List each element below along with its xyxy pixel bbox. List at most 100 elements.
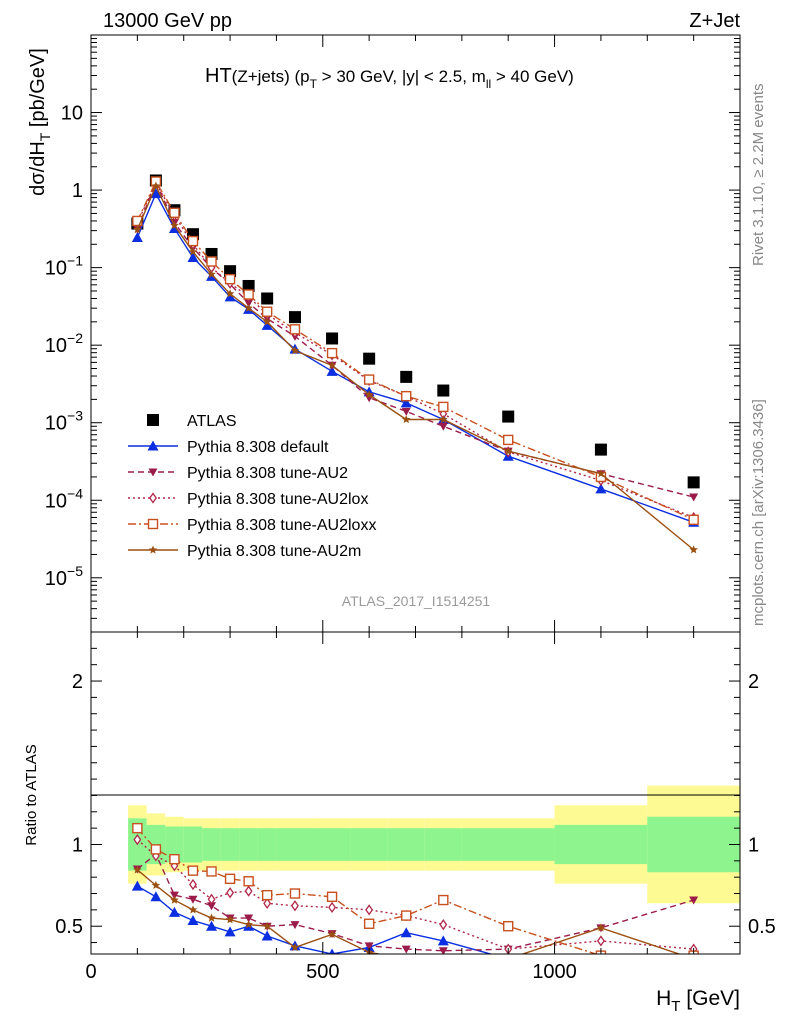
y-tick-base: 10: [45, 258, 67, 280]
analysis-watermark: ATLAS_2017_I1514251: [342, 593, 491, 609]
data-point: [401, 390, 412, 402]
inner-band: [554, 824, 648, 865]
inner-band: [276, 828, 314, 861]
ratio-point: [150, 891, 162, 902]
ratio-plot-frame: [90, 631, 741, 955]
series-line: [136, 184, 695, 551]
rivet-label: Rivet 3.1.10, ≥ 2.2M events: [750, 84, 767, 267]
ratio-point: [132, 822, 143, 834]
ratio-point: [207, 902, 217, 911]
title-sub-t: T: [310, 77, 318, 91]
ratio-point: [263, 897, 272, 909]
data-point: [363, 374, 375, 385]
ratio-point: [401, 910, 412, 921]
series-line: [136, 180, 694, 521]
ratio-y-tick-label: 0.5: [55, 916, 83, 938]
data-point: [363, 352, 376, 365]
data-point: [503, 446, 513, 455]
x-tick-label: 0: [85, 961, 96, 983]
data-point: [438, 422, 448, 431]
y-tick-label: 10−4: [45, 485, 83, 512]
inner-band: [387, 828, 425, 861]
legend-label: Pythia 8.308 tune-AU2: [187, 465, 348, 482]
ratio-line: [136, 827, 599, 954]
data-point: [502, 410, 515, 423]
ratio-axes: 0.5 0.5 1 1 2 2 0 500 1000: [55, 632, 776, 983]
ratio-point: [439, 918, 448, 931]
title-cut2: > 40 GeV): [491, 67, 574, 86]
data-point: [400, 370, 413, 383]
data-point: [131, 231, 143, 242]
ratio-point: [244, 920, 253, 929]
legend-entry: Pythia 8.308 tune-AU2loxx: [128, 517, 376, 534]
ratio-point: [243, 876, 254, 887]
data-point: [401, 415, 411, 424]
legend-label: ATLAS: [187, 413, 237, 430]
ratio-point: [206, 866, 217, 877]
y-tick-base: 10: [61, 103, 83, 125]
ratio-point: [207, 913, 216, 922]
ratio-point: [169, 891, 179, 900]
ratio-y-tick-label: 2: [72, 671, 83, 693]
ratio-point: [363, 918, 375, 929]
y-tick-exp: −5: [67, 563, 83, 579]
data-point: [437, 384, 450, 397]
legend: ATLAS Pythia 8.308 default Pythia 8.308 tu…: [128, 413, 376, 560]
ratio-line: [136, 839, 694, 950]
title-sub-ll: ll: [486, 77, 491, 91]
y-tick-base: 10: [45, 413, 67, 435]
xlabel-sub: T: [671, 998, 680, 1015]
data-point: [290, 346, 300, 355]
data-point: [364, 390, 374, 399]
data-point: [224, 291, 236, 302]
y-tick-exp: −4: [67, 485, 83, 501]
y-tick-label: 10−5: [45, 563, 83, 590]
ratio-point: [244, 885, 253, 897]
ratio-line: [136, 869, 682, 954]
ratio-point: [439, 954, 448, 962]
ratio-point: [189, 878, 197, 891]
series-pythia-8-308-tune-au2m: [133, 181, 698, 554]
legend-marker: [148, 545, 158, 554]
ratio-point: [503, 921, 514, 932]
ratio-point: [402, 954, 411, 962]
data-point: [242, 279, 255, 292]
legend-entry: Pythia 8.308 default: [128, 439, 329, 456]
data-point: [150, 188, 162, 199]
mcplots-label: mcplots.cern.ch [arXiv:1306.3436]: [750, 399, 767, 626]
ratio-point: [438, 894, 449, 906]
ratio-point: [168, 906, 180, 917]
ratio-point: [504, 954, 513, 962]
ratio-y-tick-label-right: 2: [748, 671, 759, 693]
ratio-point: [400, 927, 412, 938]
data-point: [188, 247, 198, 256]
inner-band: [350, 828, 388, 861]
inner-band: [647, 816, 740, 873]
data-point: [326, 332, 339, 345]
ratio-point: [689, 954, 698, 962]
legend-label: Pythia 8.308 tune-AU2m: [187, 543, 361, 560]
ratio-point: [596, 935, 605, 947]
legend-marker: [147, 440, 159, 451]
data-point: [261, 306, 273, 317]
data-point: [244, 299, 254, 308]
data-point: [169, 207, 180, 218]
ratio-point: [170, 895, 179, 904]
y-tick-label: 10: [61, 103, 83, 125]
legend-entry: Pythia 8.308 tune-AU2m: [128, 543, 361, 560]
y-tick-base: 10: [45, 490, 67, 512]
y-tick-label: 10−2: [45, 330, 83, 357]
ratio-point: [207, 893, 216, 905]
ylabel-sub: T: [37, 132, 53, 141]
ratio-point: [188, 895, 198, 904]
title-cut1: > 30 GeV, |y| < 2.5, m: [317, 67, 486, 86]
data-point: [326, 347, 338, 359]
ratio-y-tick-label-right: 0.5: [748, 916, 776, 938]
title-sub: (Z+jets): [232, 67, 290, 86]
series-line: [136, 180, 694, 498]
legend-marker: [149, 492, 157, 504]
ratio-point: [261, 930, 273, 941]
data-point: [438, 401, 449, 413]
data-point: [687, 476, 700, 489]
